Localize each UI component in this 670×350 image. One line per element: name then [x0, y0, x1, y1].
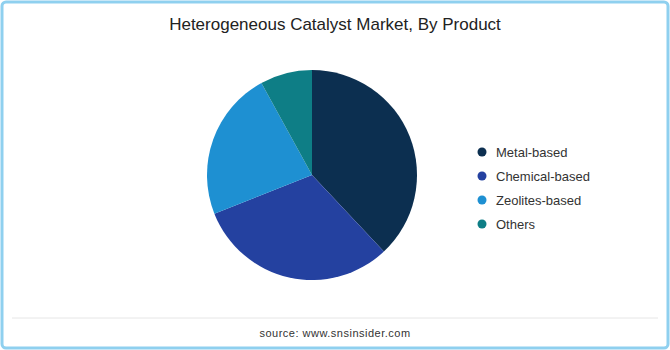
legend-item: Others	[478, 217, 536, 232]
legend-item: Zeolites-based	[478, 193, 582, 208]
legend-marker	[478, 148, 487, 157]
title: Heterogeneous Catalyst Market, By Produc…	[169, 15, 501, 34]
legend-label: Others	[496, 217, 536, 232]
pie	[207, 70, 417, 280]
slice	[261, 70, 312, 175]
legend-label: Chemical-based	[496, 169, 590, 184]
legend-marker	[478, 172, 487, 181]
source: source: www.snsinsider.com	[259, 327, 410, 339]
divider	[12, 318, 658, 319]
legend-label: Zeolites-based	[496, 193, 581, 208]
legend: Metal-based Chemical-based Zeolites-based O…	[478, 145, 590, 232]
legend-label: Metal-based	[496, 145, 568, 160]
chart: Heterogeneous Catalyst Market, By Produc…	[0, 0, 670, 350]
legend-item: Chemical-based	[478, 169, 590, 184]
legend-marker	[478, 220, 487, 229]
frame	[2, 2, 668, 348]
legend-marker	[478, 196, 487, 205]
legend-item: Metal-based	[478, 145, 568, 160]
